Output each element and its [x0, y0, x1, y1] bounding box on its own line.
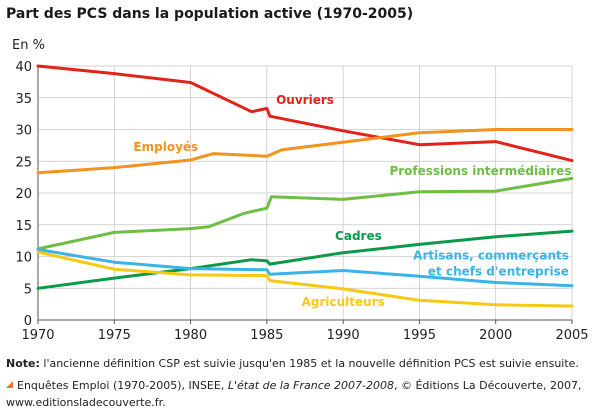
y-tick-label: 25 — [15, 155, 32, 170]
y-tick-label: 0 — [24, 314, 32, 329]
x-tick-label: 2000 — [479, 328, 512, 343]
series-line-1 — [36, 128, 574, 175]
series-labels: Ouvriers Employés Professions intermédiair… — [133, 93, 571, 309]
source-text-1: Enquêtes Emploi (1970-2005), INSEE, — [17, 379, 228, 392]
note: Note: l'ancienne définition CSP est suiv… — [6, 357, 579, 370]
x-tick-label: 1985 — [250, 328, 283, 343]
series-line-5 — [36, 250, 574, 308]
x-tick-label: 1980 — [174, 328, 207, 343]
source-bullet-icon — [6, 381, 13, 388]
series-line-2 — [36, 176, 574, 251]
y-tick-label: 20 — [15, 187, 32, 202]
series-lines — [36, 64, 574, 308]
series-label: Cadres — [335, 229, 382, 243]
note-label: Note — [6, 357, 36, 370]
y-axis-label: En % — [12, 38, 45, 53]
tick-labels: 0 5 10 15 20 25 30 35 40 1970 1975 1980 1985 1990 1995… — [15, 60, 588, 343]
x-tick-label: 1995 — [403, 328, 436, 343]
x-tick-label: 1975 — [98, 328, 131, 343]
line-chart: En % 0 5 10 15 20 25 30 35 40 1970 1975 1980 1985 199… — [12, 38, 589, 343]
x-tick-label: 1990 — [327, 328, 360, 343]
y-tick-label: 30 — [15, 124, 32, 139]
y-tick-label: 40 — [15, 60, 32, 75]
note-text: l'ancienne définition CSP est suivie jus… — [43, 357, 579, 370]
source: Enquêtes Emploi (1970-2005), INSEE, L'ét… — [6, 377, 601, 411]
series-label: Ouvriers — [276, 93, 334, 107]
series-label: Professions intermédiaires — [389, 164, 571, 178]
axes — [37, 66, 573, 324]
source-url: www.editionsladecouverte.fr. — [6, 396, 166, 409]
y-tick-label: 5 — [24, 282, 32, 297]
series-label: Artisans, commerçants — [413, 249, 569, 263]
y-tick-label: 35 — [15, 92, 32, 107]
y-tick-label: 10 — [15, 251, 32, 266]
chart-title: Part des PCS dans la population active (… — [6, 6, 414, 22]
x-tick-label: 1970 — [21, 328, 54, 343]
source-book-title: L'état de la France 2007-2008 — [227, 379, 394, 392]
y-tick-label: 15 — [15, 219, 32, 234]
series-line-0 — [36, 64, 574, 163]
series-label: et chefs d'entreprise — [428, 265, 569, 279]
source-text-2: , © Éditions La Découverte, 2007, — [393, 379, 582, 392]
series-label: Employés — [133, 140, 198, 154]
x-tick-label: 2005 — [555, 328, 588, 343]
series-line-4 — [36, 248, 574, 288]
series-label: Agriculteurs — [302, 295, 385, 309]
